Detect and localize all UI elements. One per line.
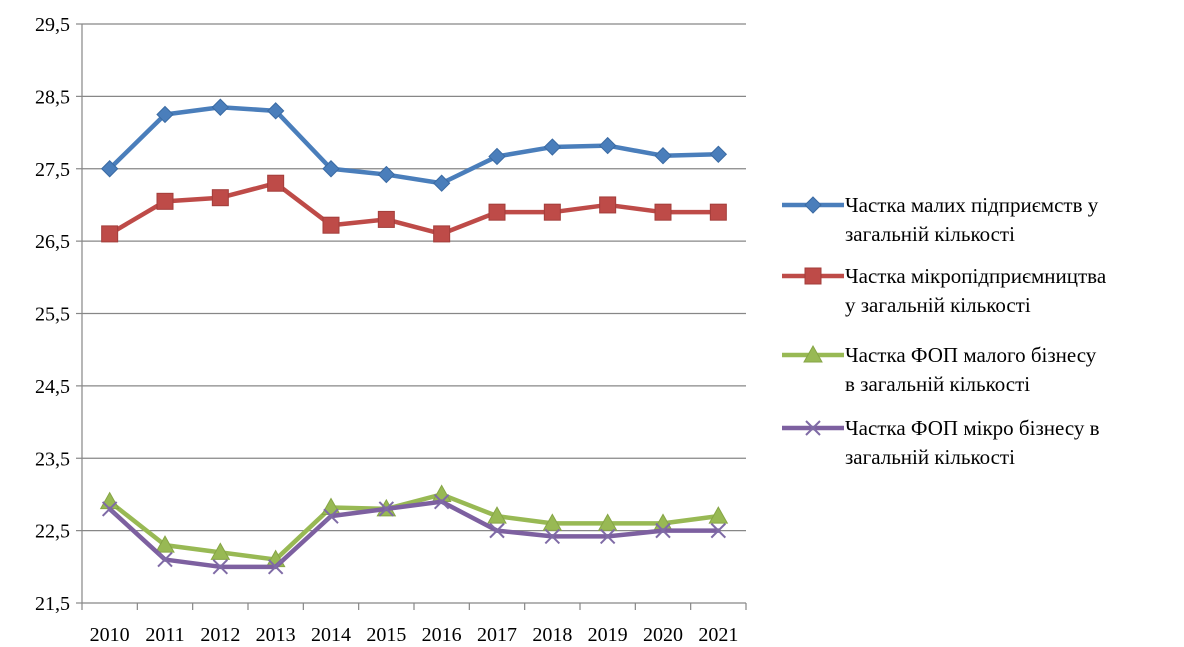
data-point [709,145,728,163]
legend-entry-4: Частка ФОП мікро бізнесу в загальній кіль… [782,416,1100,469]
legend-label-line: у загальній кількості [845,293,1031,317]
data-point [157,551,173,568]
x-tick-label: 2014 [311,624,351,646]
data-point [433,225,451,243]
legend-marker [804,196,822,214]
x-tick-label: 2018 [532,624,572,646]
data-point [266,102,285,120]
legend-label-line: загальній кількості [845,222,1015,246]
data-point [100,160,119,178]
data-point [267,559,284,575]
x-tick-label: 2017 [477,624,517,646]
series-line [107,180,721,237]
x-tick-label: 2013 [256,624,296,646]
legend-entry-3: Частка ФОП малого бізнесу в загальній кіл… [782,343,1097,396]
legend-marker [804,267,822,285]
data-point [433,493,450,510]
x-tick-label: 2019 [588,624,628,646]
data-point [488,147,506,166]
data-point [211,189,229,207]
data-point [99,491,120,510]
data-point [322,160,340,178]
data-point [101,501,118,517]
data-point [654,147,672,165]
y-tick-label: 28,5 [35,86,70,108]
data-point [156,192,174,210]
y-tick-label: 27,5 [35,159,70,181]
y-tick-label: 22,5 [35,521,70,543]
y-tick-label: 24,5 [35,376,70,398]
data-point [710,522,727,539]
series-4 [101,493,727,575]
series-line [107,499,721,570]
data-point [544,528,561,545]
legend-label-line: в загальній кількості [845,372,1030,396]
legend: Частка малих підприємств у загальній кіль… [782,193,1107,469]
data-point [267,174,285,192]
data-point [212,559,229,575]
series-2 [101,174,727,243]
series-line [107,492,721,562]
y-tick-label: 23,5 [35,448,70,470]
x-tick-label: 2015 [366,624,406,646]
y-axis-ticks: 21,5 22,5 23,5 24,5 25,5 26,5 27,5 28,5 29,5 [35,14,82,615]
y-tick-label: 21,5 [35,593,70,615]
series-line [107,104,721,186]
gridlines [82,23,746,532]
legend-label-line: Частка малих підприємств у [845,193,1099,217]
data-point [655,522,671,539]
data-point [156,105,174,124]
data-point [378,501,395,517]
legend-label: Частка ФОП мікро бізнесу в загальній кіль… [845,416,1100,469]
data-point [211,98,230,116]
data-point [431,484,452,502]
legend-marker [805,420,821,436]
data-point [377,165,396,184]
data-point [597,513,618,531]
legend-entry-2: Частка мікропідприємництва у загальній кі… [782,264,1107,317]
data-point [599,196,617,214]
y-tick-label: 29,5 [35,14,70,36]
data-point [654,203,672,221]
data-point [210,542,231,560]
data-point [487,506,507,524]
legend-marker [803,344,823,363]
series-3 [99,484,729,568]
series-lines [99,98,729,575]
data-point [488,203,506,221]
data-point [323,508,339,524]
x-tick-label: 2012 [200,624,240,646]
data-point [377,210,395,228]
data-point [101,225,119,243]
data-point [542,513,563,531]
legend-label: Частка мікропідприємництва у загальній кі… [845,264,1107,317]
legend-label-line: Частка ФОП мікро бізнесу в [845,416,1100,440]
data-point [598,136,617,155]
x-tick-label: 2010 [90,624,130,646]
legend-label-line: Частка мікропідприємництва [845,264,1107,288]
legend-entry-1: Частка малих підприємств у загальній кіль… [782,193,1099,246]
data-point [155,535,175,553]
data-point [322,216,340,234]
x-axis-ticks: 2010 2011 2012 2013 2014 2015 2016 2017 2018 2019… [81,603,747,646]
data-point [489,522,505,539]
x-tick-label: 2021 [698,624,738,646]
series-1 [100,98,728,192]
legend-label-line: Частка ФОП малого бізнесу [845,343,1097,367]
legend-label: Частка ФОП малого бізнесу в загальній кіл… [845,343,1097,396]
y-tick-label: 25,5 [35,304,70,326]
legend-label-line: загальній кількості [845,445,1015,469]
data-point [543,203,561,221]
legend-label: Частка малих підприємств у загальній кіль… [845,193,1099,246]
data-point [709,203,727,221]
x-tick-label: 2020 [643,624,683,646]
x-tick-label: 2016 [422,624,462,646]
data-point [599,528,616,545]
y-tick-label: 26,5 [35,231,70,253]
data-point [708,506,729,524]
x-tick-label: 2011 [145,624,184,646]
data-point [432,174,451,192]
data-point [543,138,562,156]
